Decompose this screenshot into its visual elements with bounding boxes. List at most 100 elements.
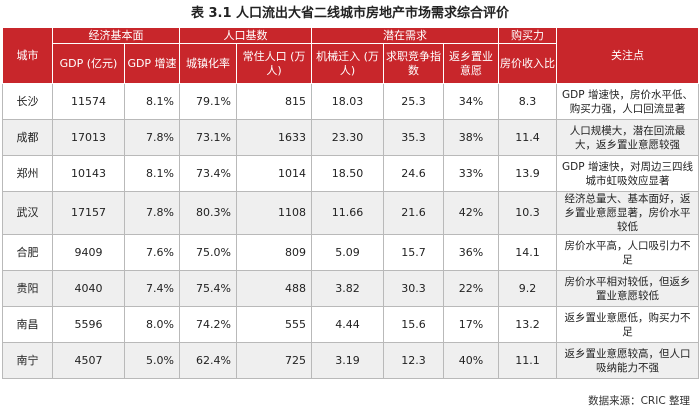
- cell-gdp: 17157: [52, 191, 125, 235]
- cell-city: 贵阳: [2, 270, 53, 307]
- cell-focus: 返乡置业意愿低，购买力不足: [556, 306, 699, 343]
- header-economy: 经济基本面: [52, 27, 180, 44]
- cell-gdp: 11574: [52, 83, 125, 120]
- table-row: 南宁 4507 5.0% 62.4% 725 3.19 12.3 40% 11.…: [2, 342, 699, 379]
- cell-job-competition: 30.3: [383, 270, 444, 307]
- cell-gdp: 10143: [52, 155, 125, 192]
- cell-city: 长沙: [2, 83, 53, 120]
- cell-migration: 3.82: [311, 270, 384, 307]
- cell-gdp-growth: 7.6%: [124, 234, 180, 271]
- cell-city: 郑州: [2, 155, 53, 192]
- header-gdp-growth: GDP 增速: [124, 43, 180, 84]
- cell-return-intent: 17%: [443, 306, 499, 343]
- cell-resident-pop: 1633: [236, 119, 312, 156]
- cell-migration: 5.09: [311, 234, 384, 271]
- cell-return-intent: 33%: [443, 155, 499, 192]
- table-row: 成都 17013 7.8% 73.1% 1633 23.30 35.3 38% …: [2, 119, 699, 156]
- cell-resident-pop: 809: [236, 234, 312, 271]
- cell-urbanization: 74.2%: [179, 306, 237, 343]
- cell-return-intent: 42%: [443, 191, 499, 235]
- cell-urbanization: 79.1%: [179, 83, 237, 120]
- cell-return-intent: 34%: [443, 83, 499, 120]
- cell-return-intent: 40%: [443, 342, 499, 379]
- cell-city: 合肥: [2, 234, 53, 271]
- cell-return-intent: 22%: [443, 270, 499, 307]
- cell-job-competition: 12.3: [383, 342, 444, 379]
- cell-return-intent: 38%: [443, 119, 499, 156]
- cell-migration: 23.30: [311, 119, 384, 156]
- cell-city: 成都: [2, 119, 53, 156]
- cell-job-competition: 25.3: [383, 83, 444, 120]
- cell-focus: 经济总量大、基本面好，返乡置业意愿显著，房价水平较低: [556, 191, 699, 235]
- cell-price-income: 10.3: [498, 191, 557, 235]
- table-row: 郑州 10143 8.1% 73.4% 1014 18.50 24.6 33% …: [2, 155, 699, 192]
- cell-gdp: 17013: [52, 119, 125, 156]
- cell-migration: 18.03: [311, 83, 384, 120]
- table-row: 贵阳 4040 7.4% 75.4% 488 3.82 30.3 22% 9.2…: [2, 270, 699, 307]
- cell-resident-pop: 1014: [236, 155, 312, 192]
- cell-urbanization: 62.4%: [179, 342, 237, 379]
- cell-gdp-growth: 5.0%: [124, 342, 180, 379]
- header-city: 城市: [2, 27, 53, 84]
- header-resident-pop: 常住人口 (万人): [236, 43, 312, 84]
- cell-gdp-growth: 8.0%: [124, 306, 180, 343]
- cell-resident-pop: 488: [236, 270, 312, 307]
- cell-focus: 房价水平相对较低，但返乡置业意愿较低: [556, 270, 699, 307]
- cell-focus: 房价水平高，人口吸引力不足: [556, 234, 699, 271]
- cell-migration: 18.50: [311, 155, 384, 192]
- cell-gdp-growth: 8.1%: [124, 155, 180, 192]
- cell-focus: 返乡置业意愿较高，但人口吸纳能力不强: [556, 342, 699, 379]
- header-gdp: GDP (亿元): [52, 43, 125, 84]
- cell-gdp: 5596: [52, 306, 125, 343]
- cell-price-income: 13.9: [498, 155, 557, 192]
- cell-focus: 人口规模大，潜在回流最大，返乡置业意愿较强: [556, 119, 699, 156]
- header-focus: 关注点: [556, 27, 699, 84]
- cell-migration: 11.66: [311, 191, 384, 235]
- cell-urbanization: 73.4%: [179, 155, 237, 192]
- cell-job-competition: 15.7: [383, 234, 444, 271]
- cell-gdp: 4040: [52, 270, 125, 307]
- header-migration: 机械迁入 (万人): [311, 43, 384, 84]
- data-source-note: 数据来源：CRIC 整理: [588, 395, 690, 407]
- table-row: 合肥 9409 7.6% 75.0% 809 5.09 15.7 36% 14.…: [2, 234, 699, 271]
- cell-urbanization: 80.3%: [179, 191, 237, 235]
- cell-focus: GDP 增速快，房价水平低、购买力强，人口回流显著: [556, 83, 699, 120]
- cell-price-income: 14.1: [498, 234, 557, 271]
- cell-city: 南昌: [2, 306, 53, 343]
- header-population: 人口基数: [179, 27, 312, 44]
- cell-gdp-growth: 7.8%: [124, 119, 180, 156]
- header-return-intent: 返乡置业意愿: [443, 43, 499, 84]
- header-purchasing: 购买力: [498, 27, 557, 44]
- cell-resident-pop: 725: [236, 342, 312, 379]
- table-row: 武汉 17157 7.8% 80.3% 1108 11.66 21.6 42% …: [2, 191, 699, 235]
- cell-price-income: 11.4: [498, 119, 557, 156]
- header-urbanization: 城镇化率: [179, 43, 237, 84]
- table-title: 表 3.1 人口流出大省二线城市房地产市场需求综合评价: [190, 6, 510, 21]
- cell-gdp-growth: 7.4%: [124, 270, 180, 307]
- evaluation-table: 城市 经济基本面 人口基数 潜在需求 购买力 关注点 GDP (亿元) GDP …: [2, 27, 699, 379]
- cell-urbanization: 75.4%: [179, 270, 237, 307]
- cell-gdp: 9409: [52, 234, 125, 271]
- cell-urbanization: 75.0%: [179, 234, 237, 271]
- cell-gdp: 4507: [52, 342, 125, 379]
- table-header: 城市 经济基本面 人口基数 潜在需求 购买力 关注点 GDP (亿元) GDP …: [2, 27, 699, 84]
- cell-return-intent: 36%: [443, 234, 499, 271]
- cell-gdp-growth: 7.8%: [124, 191, 180, 235]
- cell-focus: GDP 增速快，对周边三四线城市虹吸效应显著: [556, 155, 699, 192]
- cell-job-competition: 15.6: [383, 306, 444, 343]
- cell-gdp-growth: 8.1%: [124, 83, 180, 120]
- cell-price-income: 8.3: [498, 83, 557, 120]
- header-job-competition: 求职竞争指数: [383, 43, 444, 84]
- table-row: 长沙 11574 8.1% 79.1% 815 18.03 25.3 34% 8…: [2, 83, 699, 120]
- table-row: 南昌 5596 8.0% 74.2% 555 4.44 15.6 17% 13.…: [2, 306, 699, 343]
- cell-price-income: 11.1: [498, 342, 557, 379]
- cell-price-income: 13.2: [498, 306, 557, 343]
- cell-resident-pop: 815: [236, 83, 312, 120]
- cell-urbanization: 73.1%: [179, 119, 237, 156]
- cell-job-competition: 24.6: [383, 155, 444, 192]
- cell-price-income: 9.2: [498, 270, 557, 307]
- cell-migration: 4.44: [311, 306, 384, 343]
- cell-city: 武汉: [2, 191, 53, 235]
- cell-resident-pop: 555: [236, 306, 312, 343]
